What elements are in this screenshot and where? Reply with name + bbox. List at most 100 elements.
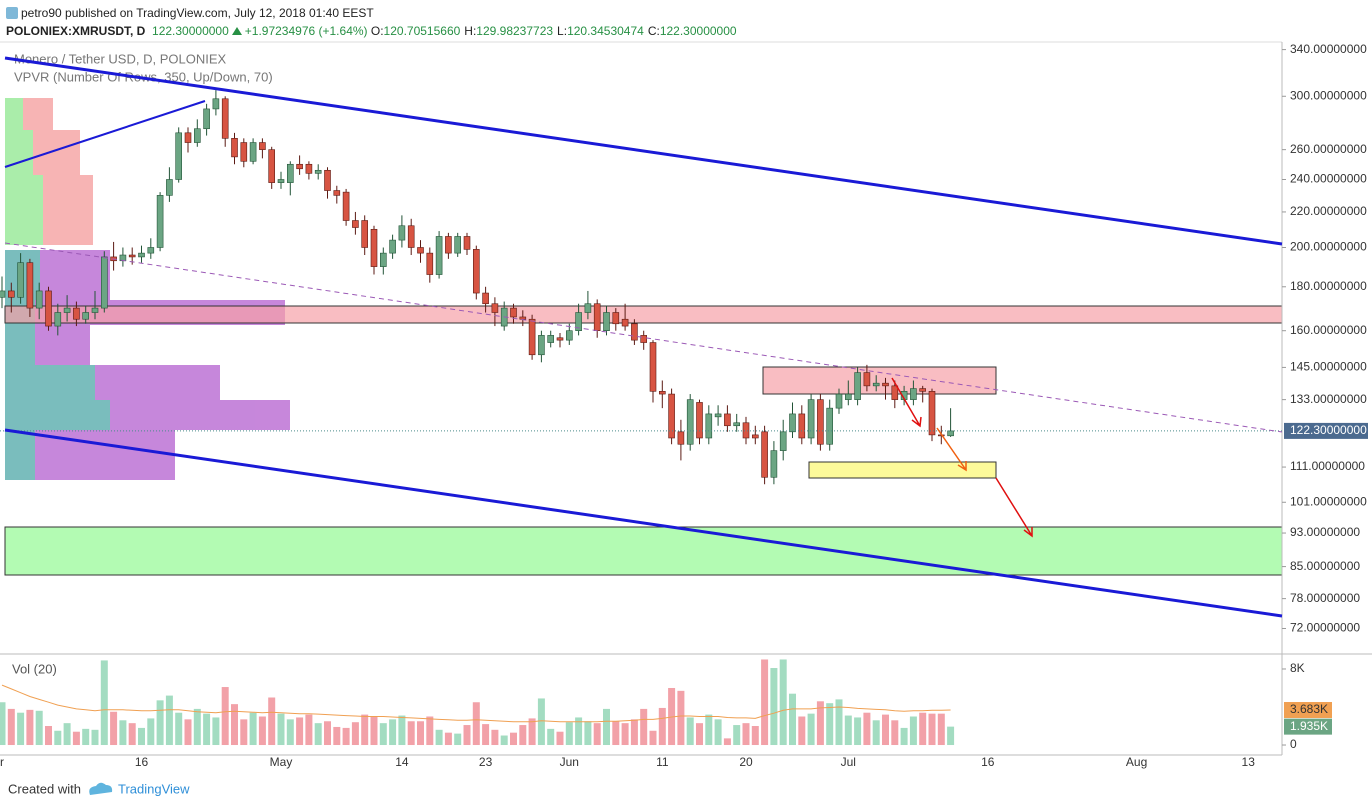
candle-body [779, 431, 787, 451]
candle-body [649, 342, 657, 392]
candle-body [166, 179, 173, 196]
candle-body [361, 220, 369, 248]
candle-body [472, 249, 480, 294]
volume-bar [361, 714, 369, 746]
volume-bar [305, 714, 313, 746]
volume-bar [770, 668, 778, 746]
volume-bar [407, 721, 415, 746]
candle-body [872, 382, 880, 387]
volume-bar [342, 727, 350, 746]
candle-body [686, 399, 694, 445]
volume-bar [138, 727, 145, 746]
candle-body [910, 388, 917, 400]
volume-bar [491, 729, 499, 746]
volume-bar [156, 700, 164, 746]
volume-bar [258, 716, 266, 746]
candle-body [370, 228, 378, 267]
volume-bar [649, 730, 657, 746]
resistance-zone [762, 366, 997, 395]
candle-body [593, 303, 601, 332]
candle-body [231, 138, 238, 158]
y-tick-label: 8K [1290, 661, 1305, 675]
user: petro90 [21, 6, 62, 20]
trend-line [4, 56, 1283, 246]
candle-body [510, 307, 517, 318]
candle-body [17, 262, 24, 298]
volume-bar [175, 712, 183, 746]
candle-body [584, 303, 592, 313]
volume-bar [45, 726, 52, 746]
x-tick-label: 13 [1242, 755, 1256, 769]
y-tick-label: 260.00000000 [1290, 142, 1367, 156]
volume-bar [454, 733, 462, 746]
candle-body [882, 382, 889, 387]
volume-bar [928, 713, 936, 746]
candle-body [0, 290, 6, 298]
volume-bar [723, 738, 731, 746]
volume-bar [909, 716, 917, 746]
trend-line [4, 242, 1283, 433]
x-tick-label: 11 [656, 755, 669, 769]
volume-bar [54, 730, 62, 746]
candle-body [891, 385, 899, 400]
volume-bar [314, 723, 322, 746]
volume-bar [863, 712, 871, 746]
volume-bar [612, 721, 620, 746]
candle-body [714, 413, 722, 418]
volume-bar [640, 708, 648, 746]
profile-row [5, 98, 23, 130]
volume-bar [435, 729, 443, 746]
y-tick-label: 93.00000000 [1290, 525, 1360, 539]
candle-body [417, 247, 424, 254]
y-tick-label: 180.00000000 [1290, 279, 1367, 293]
volume-bar [324, 721, 331, 746]
volume-bar [472, 702, 480, 746]
resistance-zone [4, 305, 1283, 324]
candle-body [156, 195, 164, 248]
candle-body [435, 236, 443, 275]
header-line: POLONIEX:XMRUSDT, D 122.30000000 +1.97234… [6, 22, 741, 40]
profile-row [5, 430, 35, 480]
candle-body [314, 169, 322, 174]
candle-body [491, 303, 499, 313]
candle-body [128, 254, 136, 258]
candle-body [631, 323, 638, 341]
candle-body [203, 108, 210, 130]
volume-bar [658, 707, 666, 746]
candle-body [259, 142, 266, 150]
volume-bar [947, 726, 955, 746]
volume-bar [91, 729, 99, 746]
volume-bar [249, 712, 257, 746]
volume-bar [500, 735, 508, 746]
volume-bar [193, 708, 201, 746]
candle-body [482, 292, 489, 305]
x-tick-label: Aug [1126, 755, 1147, 769]
profile-row [5, 175, 43, 245]
arrow [995, 477, 1033, 538]
y-tick-label: 145.00000000 [1290, 360, 1367, 374]
volume-bar [919, 712, 927, 746]
volume-bar [128, 723, 136, 746]
ohlc: O:120.70515660 H:129.98237723 L:120.345304… [371, 24, 741, 38]
avatar [6, 7, 18, 19]
candle-body [454, 236, 462, 254]
chart-title: Monero / Tether USD, D, POLONIEX [14, 51, 226, 66]
last-price: 122.30000000 [152, 24, 229, 38]
published: published on TradingView.com, July 12, 2… [65, 6, 374, 20]
volume-bar [528, 718, 536, 746]
y-tick-label: 200.00000000 [1290, 240, 1367, 254]
candle-body [733, 422, 741, 427]
ohlc-value: 129.98237723 [476, 24, 554, 38]
volume-bar [17, 712, 25, 746]
volume-bar [26, 709, 34, 746]
volume-bar [547, 728, 555, 746]
volume-bar [63, 723, 71, 746]
volume-bar [565, 722, 573, 746]
y-tick-label: 101.00000000 [1290, 494, 1367, 508]
candle-body [240, 142, 248, 162]
volume-bar [7, 708, 15, 746]
volume-bar [519, 725, 527, 746]
volume-ma [1, 684, 951, 723]
volume-bar [751, 726, 759, 746]
